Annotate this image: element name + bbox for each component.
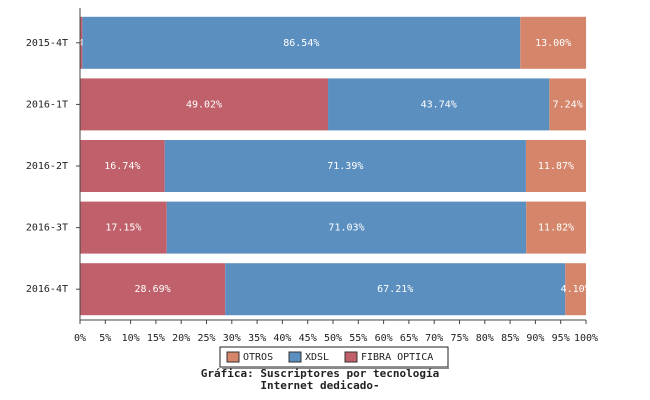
data-label: 43.74% [421,99,457,110]
legend-label: FIBRA OPTICA [361,352,433,363]
legend-label: OTROS [243,352,273,363]
data-label: 86.54% [283,38,319,49]
x-tick-label: 10% [122,333,140,344]
bar-segment [525,140,586,192]
legend-swatch [344,351,358,363]
legend-label: XDSL [305,352,329,363]
x-tick-label: 85% [501,333,519,344]
bar-segment [166,201,527,254]
data-label: 13.00% [535,38,571,49]
x-tick-label: 40% [273,333,291,344]
legend-swatch [288,351,302,363]
x-tick-label: 65% [400,333,418,344]
bar-segment [328,78,550,131]
data-label: 49.02% [186,99,222,110]
x-tick-label: 45% [299,333,317,344]
data-label: 71.39% [327,161,363,172]
x-tick-label: 90% [526,333,544,344]
y-tick-label: 2015-4T [26,38,68,49]
x-tick-label: 30% [223,333,241,344]
x-tick-label: 50% [324,333,342,344]
x-tick-label: 0% [74,333,86,344]
bar-segment [520,16,587,69]
x-tick-label: 100% [574,333,598,344]
legend-swatch [226,351,240,363]
bar-segment [225,263,566,316]
y-tick-label: 2016-4T [26,284,68,295]
data-label: 11.82% [538,223,574,234]
bar-segment [80,16,83,69]
x-tick-label: 55% [349,333,367,344]
y-tick-label: 2016-1T [26,99,68,110]
bar-segment [80,263,226,316]
data-label: 4.10% [561,284,591,295]
x-tick-label: 25% [197,333,215,344]
x-tick-label: 15% [147,333,165,344]
data-label: 11.87% [538,161,574,172]
x-tick-label: 60% [375,333,393,344]
bar-segment [549,78,586,131]
x-tick-label: 5% [99,333,111,344]
bar-segment [80,78,329,131]
bar-segment [164,140,526,192]
x-tick-label: 95% [552,333,570,344]
x-tick-label: 70% [425,333,443,344]
bar-segment [80,140,165,192]
data-label: 67.21% [377,284,413,295]
x-tick-label: 20% [172,333,190,344]
bar-segment [82,16,521,69]
x-tick-label: 35% [248,333,266,344]
data-label: 28.69% [135,284,171,295]
chart-title: Gráfica: Suscriptores por tecnología [201,367,439,380]
data-label: 17.15% [105,223,141,234]
x-tick-label: 75% [450,333,468,344]
bar-segment [80,201,167,254]
bar-segment [565,263,586,316]
y-tick-label: 2016-2T [26,161,68,172]
plot-area: 0.47% 86.54% 13.00%49.02% 43.74% 7.24%16.74%… [80,16,591,316]
data-label: 16.74% [104,161,140,172]
x-tick-label: 80% [476,333,494,344]
chart-title: Internet dedicado- [260,379,379,392]
y-tick-label: 2016-3T [26,223,68,234]
data-label: 7.24% [553,99,583,110]
bar-segment [526,201,586,254]
data-label: 71.03% [328,223,364,234]
